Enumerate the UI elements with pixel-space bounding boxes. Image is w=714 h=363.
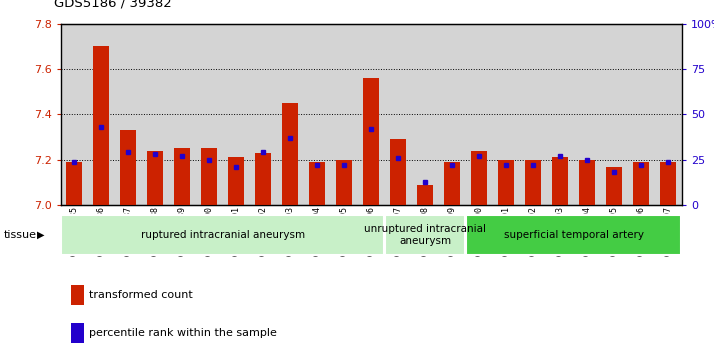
Bar — [174, 148, 191, 205]
Bar — [93, 46, 109, 205]
Bar — [498, 160, 514, 205]
Bar — [363, 78, 379, 205]
Text: GDS5186 / 39382: GDS5186 / 39382 — [54, 0, 172, 9]
FancyBboxPatch shape — [466, 215, 681, 255]
Bar — [390, 139, 406, 205]
Bar — [552, 158, 568, 205]
Bar — [606, 167, 623, 205]
Bar — [336, 160, 353, 205]
Bar — [471, 151, 488, 205]
Bar — [579, 160, 595, 205]
Text: tissue: tissue — [4, 230, 36, 240]
Bar — [201, 148, 217, 205]
Bar — [66, 162, 82, 205]
Bar — [633, 162, 650, 205]
Bar — [526, 160, 541, 205]
Bar — [417, 185, 433, 205]
Bar — [120, 130, 136, 205]
Bar — [255, 153, 271, 205]
FancyBboxPatch shape — [386, 215, 466, 255]
Bar — [228, 158, 244, 205]
Bar — [660, 162, 676, 205]
Bar — [282, 103, 298, 205]
Text: ▶: ▶ — [37, 230, 45, 240]
Bar — [309, 162, 326, 205]
FancyBboxPatch shape — [61, 215, 384, 255]
Text: superficial temporal artery: superficial temporal artery — [504, 230, 644, 240]
Bar — [147, 151, 164, 205]
Text: percentile rank within the sample: percentile rank within the sample — [89, 328, 277, 338]
Text: unruptured intracranial
aneurysm: unruptured intracranial aneurysm — [364, 224, 486, 246]
Text: ruptured intracranial aneurysm: ruptured intracranial aneurysm — [141, 230, 305, 240]
Bar — [444, 162, 461, 205]
Text: transformed count: transformed count — [89, 290, 193, 300]
